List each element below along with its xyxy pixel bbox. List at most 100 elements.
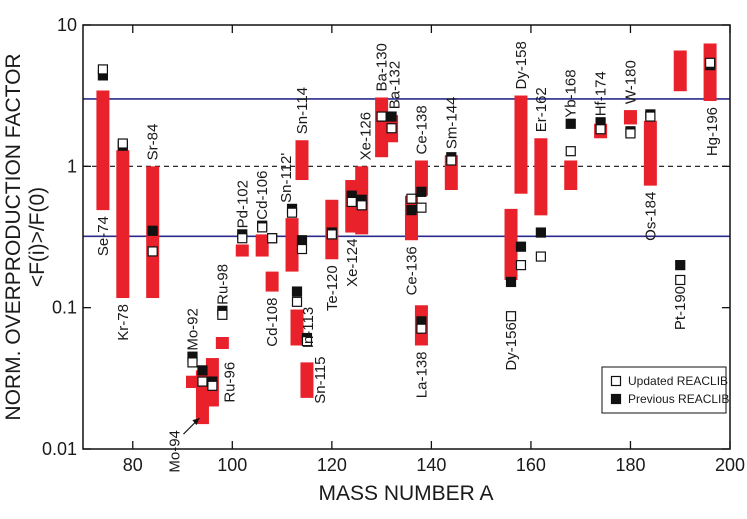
filled-marker xyxy=(147,225,158,236)
open-marker xyxy=(505,311,517,322)
x-tick-label: 120 xyxy=(317,455,347,475)
range-bar xyxy=(564,160,578,191)
nuclide-label: Ru-96 xyxy=(221,362,238,403)
legend-label: Updated REACLIB xyxy=(628,374,728,388)
range-bar xyxy=(96,90,110,211)
filled-marker xyxy=(406,205,417,216)
x-tick-label: 140 xyxy=(416,455,446,475)
nuclide-label: W-180 xyxy=(622,60,639,104)
x-tick-label: 200 xyxy=(715,455,745,475)
open-marker xyxy=(376,111,387,122)
open-marker xyxy=(386,123,397,134)
open-marker xyxy=(406,193,417,204)
nuclide-label: Ce-136 xyxy=(403,246,420,295)
open-marker xyxy=(625,128,636,139)
open-marker xyxy=(565,146,576,157)
range-bar xyxy=(265,271,279,292)
x-tick-label: 180 xyxy=(615,455,645,475)
x-tick-label: 80 xyxy=(123,455,143,475)
filled-marker xyxy=(610,393,622,405)
x-axis-title: MASS NUMBER A xyxy=(318,482,493,505)
open-marker xyxy=(675,274,686,286)
nuclide-label: Cd-106 xyxy=(254,171,271,220)
nuclide-label: Pd-102 xyxy=(234,180,251,228)
range-bar xyxy=(673,50,687,92)
nuclide-label: Ce-138 xyxy=(413,105,430,154)
range-bar xyxy=(185,375,199,389)
range-bar xyxy=(290,309,304,346)
nuclide-label: Mo-94 xyxy=(166,430,183,473)
y-tick-label: 0.1 xyxy=(52,298,77,318)
nuclide-label: Ba-132 xyxy=(387,61,404,109)
range-bar xyxy=(534,138,548,216)
nuclide-label: Ru-98 xyxy=(214,264,231,305)
arrow-head xyxy=(192,418,200,426)
range-bar xyxy=(703,43,717,101)
open-marker xyxy=(257,222,268,233)
open-marker xyxy=(117,138,128,149)
open-marker xyxy=(237,233,248,244)
nuclide-label: Yb-168 xyxy=(563,69,580,117)
filled-marker xyxy=(416,186,427,197)
open-marker xyxy=(704,57,716,68)
nuclide-label: Hf-174 xyxy=(593,71,610,116)
range-bar xyxy=(285,218,299,272)
nuclide-label: In-113 xyxy=(300,307,317,348)
nuclide-label: Xe-126 xyxy=(358,112,375,160)
nuclide-label: Se-74 xyxy=(95,216,112,256)
filled-marker xyxy=(386,111,397,122)
open-marker xyxy=(515,260,527,271)
open-marker xyxy=(595,124,606,135)
range-bar xyxy=(255,234,269,257)
open-marker xyxy=(207,380,218,391)
range-bar xyxy=(643,120,657,186)
y-axis-title: NORM. OVERPRODUCTION FACTOR xyxy=(2,53,25,420)
nuclide-label: Cd-108 xyxy=(264,298,281,347)
open-marker xyxy=(217,309,228,320)
range-bar xyxy=(623,110,637,125)
range-bar xyxy=(514,95,528,194)
y-tick-label: 0.01 xyxy=(42,439,77,459)
x-tick-label: 160 xyxy=(516,455,546,475)
open-marker xyxy=(610,375,622,387)
y-tick-label: 10 xyxy=(57,15,77,35)
nuclide-label: Sn-112' xyxy=(278,153,295,203)
nuclide-label: Er-162 xyxy=(533,87,550,132)
range-bar xyxy=(235,244,249,257)
filled-marker xyxy=(296,235,308,246)
nuclide-label: Os-184 xyxy=(642,192,659,241)
nuclide-label: Ba-130 xyxy=(374,43,391,91)
nuclide-label: Mo-92 xyxy=(184,308,201,351)
open-marker xyxy=(645,111,656,122)
open-marker xyxy=(356,200,367,211)
y-tick-label: 1 xyxy=(67,156,77,176)
open-marker xyxy=(301,336,313,347)
plot-frame xyxy=(82,24,731,450)
open-marker xyxy=(197,376,208,387)
filled-marker xyxy=(291,286,303,297)
open-marker xyxy=(296,243,308,255)
legend-box xyxy=(601,366,727,414)
nuclide-label: Sn-114 xyxy=(294,87,311,134)
nuclide-label: Dy-156 xyxy=(503,322,520,370)
nuclide-label: Sr-84 xyxy=(145,124,162,161)
range-bar xyxy=(300,362,314,398)
nuclide-label: Hg-196 xyxy=(704,107,721,156)
range-bar xyxy=(295,140,309,181)
nuclide-label: Te-120 xyxy=(324,265,341,311)
open-marker xyxy=(416,202,427,213)
filled-marker xyxy=(505,276,517,288)
filled-marker xyxy=(535,227,546,238)
open-marker xyxy=(326,229,337,240)
nuclide-label: Sn-115 xyxy=(312,357,329,404)
open-marker xyxy=(97,64,109,75)
range-bar xyxy=(215,337,229,349)
open-marker xyxy=(416,323,427,334)
open-marker xyxy=(535,251,546,262)
legend-label: Previous REACLIB xyxy=(628,392,729,406)
nuclide-label: Kr-78 xyxy=(115,304,132,341)
open-marker xyxy=(291,296,303,307)
open-marker xyxy=(147,246,158,257)
